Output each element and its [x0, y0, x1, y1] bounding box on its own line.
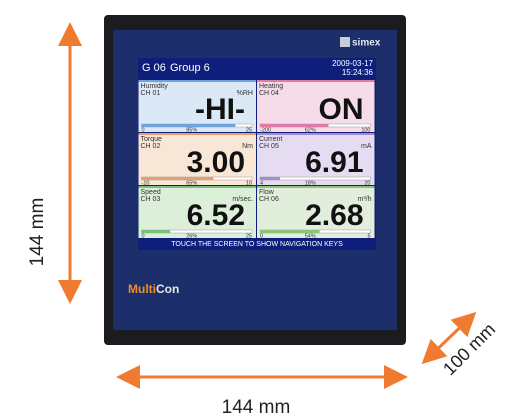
- channel-name: Torque: [141, 136, 163, 143]
- depth-arrow: [421, 311, 477, 365]
- logo: MultiCon: [128, 282, 179, 296]
- bar-max: 20: [364, 180, 370, 186]
- channel-panel: [138, 186, 256, 238]
- bar-min: -10: [142, 180, 150, 186]
- bar-fill: [141, 124, 236, 127]
- bar-max: 25: [246, 233, 252, 239]
- brand: simex: [352, 38, 381, 49]
- channel-id: CH 04: [259, 90, 279, 97]
- channel-name: Current: [259, 136, 282, 143]
- channel-header: [257, 80, 375, 82]
- channel-id: CH 06: [259, 196, 279, 203]
- channel-name: Flow: [259, 189, 275, 196]
- bar-fill: [260, 230, 320, 233]
- channel-name: Heating: [259, 83, 283, 90]
- time: 15:24:36: [342, 68, 374, 77]
- channel-panel: [138, 80, 256, 132]
- width-label: 144 mm: [222, 397, 291, 418]
- channel-name: Speed: [141, 189, 161, 196]
- channel-unit: mA: [361, 143, 372, 150]
- bar-percent: 26%: [186, 233, 197, 239]
- channel-header: [257, 133, 375, 135]
- brand-icon: [340, 37, 350, 47]
- bar-max: 25: [246, 127, 252, 133]
- channel-value: 3.00: [187, 146, 245, 179]
- bar-min: 0: [142, 127, 145, 133]
- height-label: 144 mm: [27, 198, 48, 267]
- bar-percent: 62%: [305, 127, 316, 133]
- bar-max: 10: [246, 180, 252, 186]
- bar-max: 5: [367, 233, 370, 239]
- group-name: Group 6: [170, 62, 210, 74]
- bar-percent: 18%: [305, 180, 316, 186]
- channel-unit: m³/h: [358, 196, 372, 203]
- bar-percent: 85%: [186, 127, 197, 133]
- channel-panel: [138, 133, 256, 185]
- depth-label: 100 mm: [439, 319, 499, 379]
- channel-unit: m/sec.: [232, 196, 253, 203]
- bar-fill: [141, 230, 171, 233]
- bar-min: -200: [260, 127, 271, 133]
- channel-value: 2.68: [305, 199, 363, 232]
- channel-id: CH 01: [141, 90, 161, 97]
- channel-panel: [257, 80, 375, 132]
- channel-id: CH 02: [141, 143, 161, 150]
- bar-max: 100: [361, 127, 370, 133]
- bar-percent: 65%: [186, 180, 197, 186]
- date: 2009-03-17: [332, 59, 373, 68]
- footer: TOUCH THE SCREEN TO SHOW NAVIGATION KEYS: [171, 241, 343, 248]
- group-id: G 06: [142, 62, 166, 74]
- bar-min: 0: [260, 233, 263, 239]
- channel-panel: [257, 133, 375, 185]
- channel-value: 6.52: [187, 199, 245, 232]
- bar-min: 0: [142, 233, 145, 239]
- channel-id: CH 03: [141, 196, 161, 203]
- channel-header: [257, 186, 375, 188]
- channel-header: [138, 133, 256, 135]
- channel-header: [138, 80, 256, 82]
- bar-fill: [141, 177, 214, 180]
- bar-min: 4: [260, 180, 263, 186]
- bar-percent: 54%: [305, 233, 316, 239]
- bar-fill: [260, 124, 329, 127]
- channel-panel: [257, 186, 375, 238]
- channel-header: [138, 186, 256, 188]
- logo-second: Con: [156, 282, 179, 296]
- bar-fill: [260, 177, 280, 180]
- channel-unit: %RH: [237, 90, 253, 97]
- channel-name: Humidity: [141, 83, 169, 90]
- channel-value: 6.91: [305, 146, 363, 179]
- logo-first: Multi: [128, 282, 156, 296]
- channel-value: ON: [319, 93, 364, 126]
- channel-value: -HI-: [195, 93, 245, 126]
- channel-id: CH 05: [259, 143, 279, 150]
- channel-unit: Nm: [242, 143, 253, 150]
